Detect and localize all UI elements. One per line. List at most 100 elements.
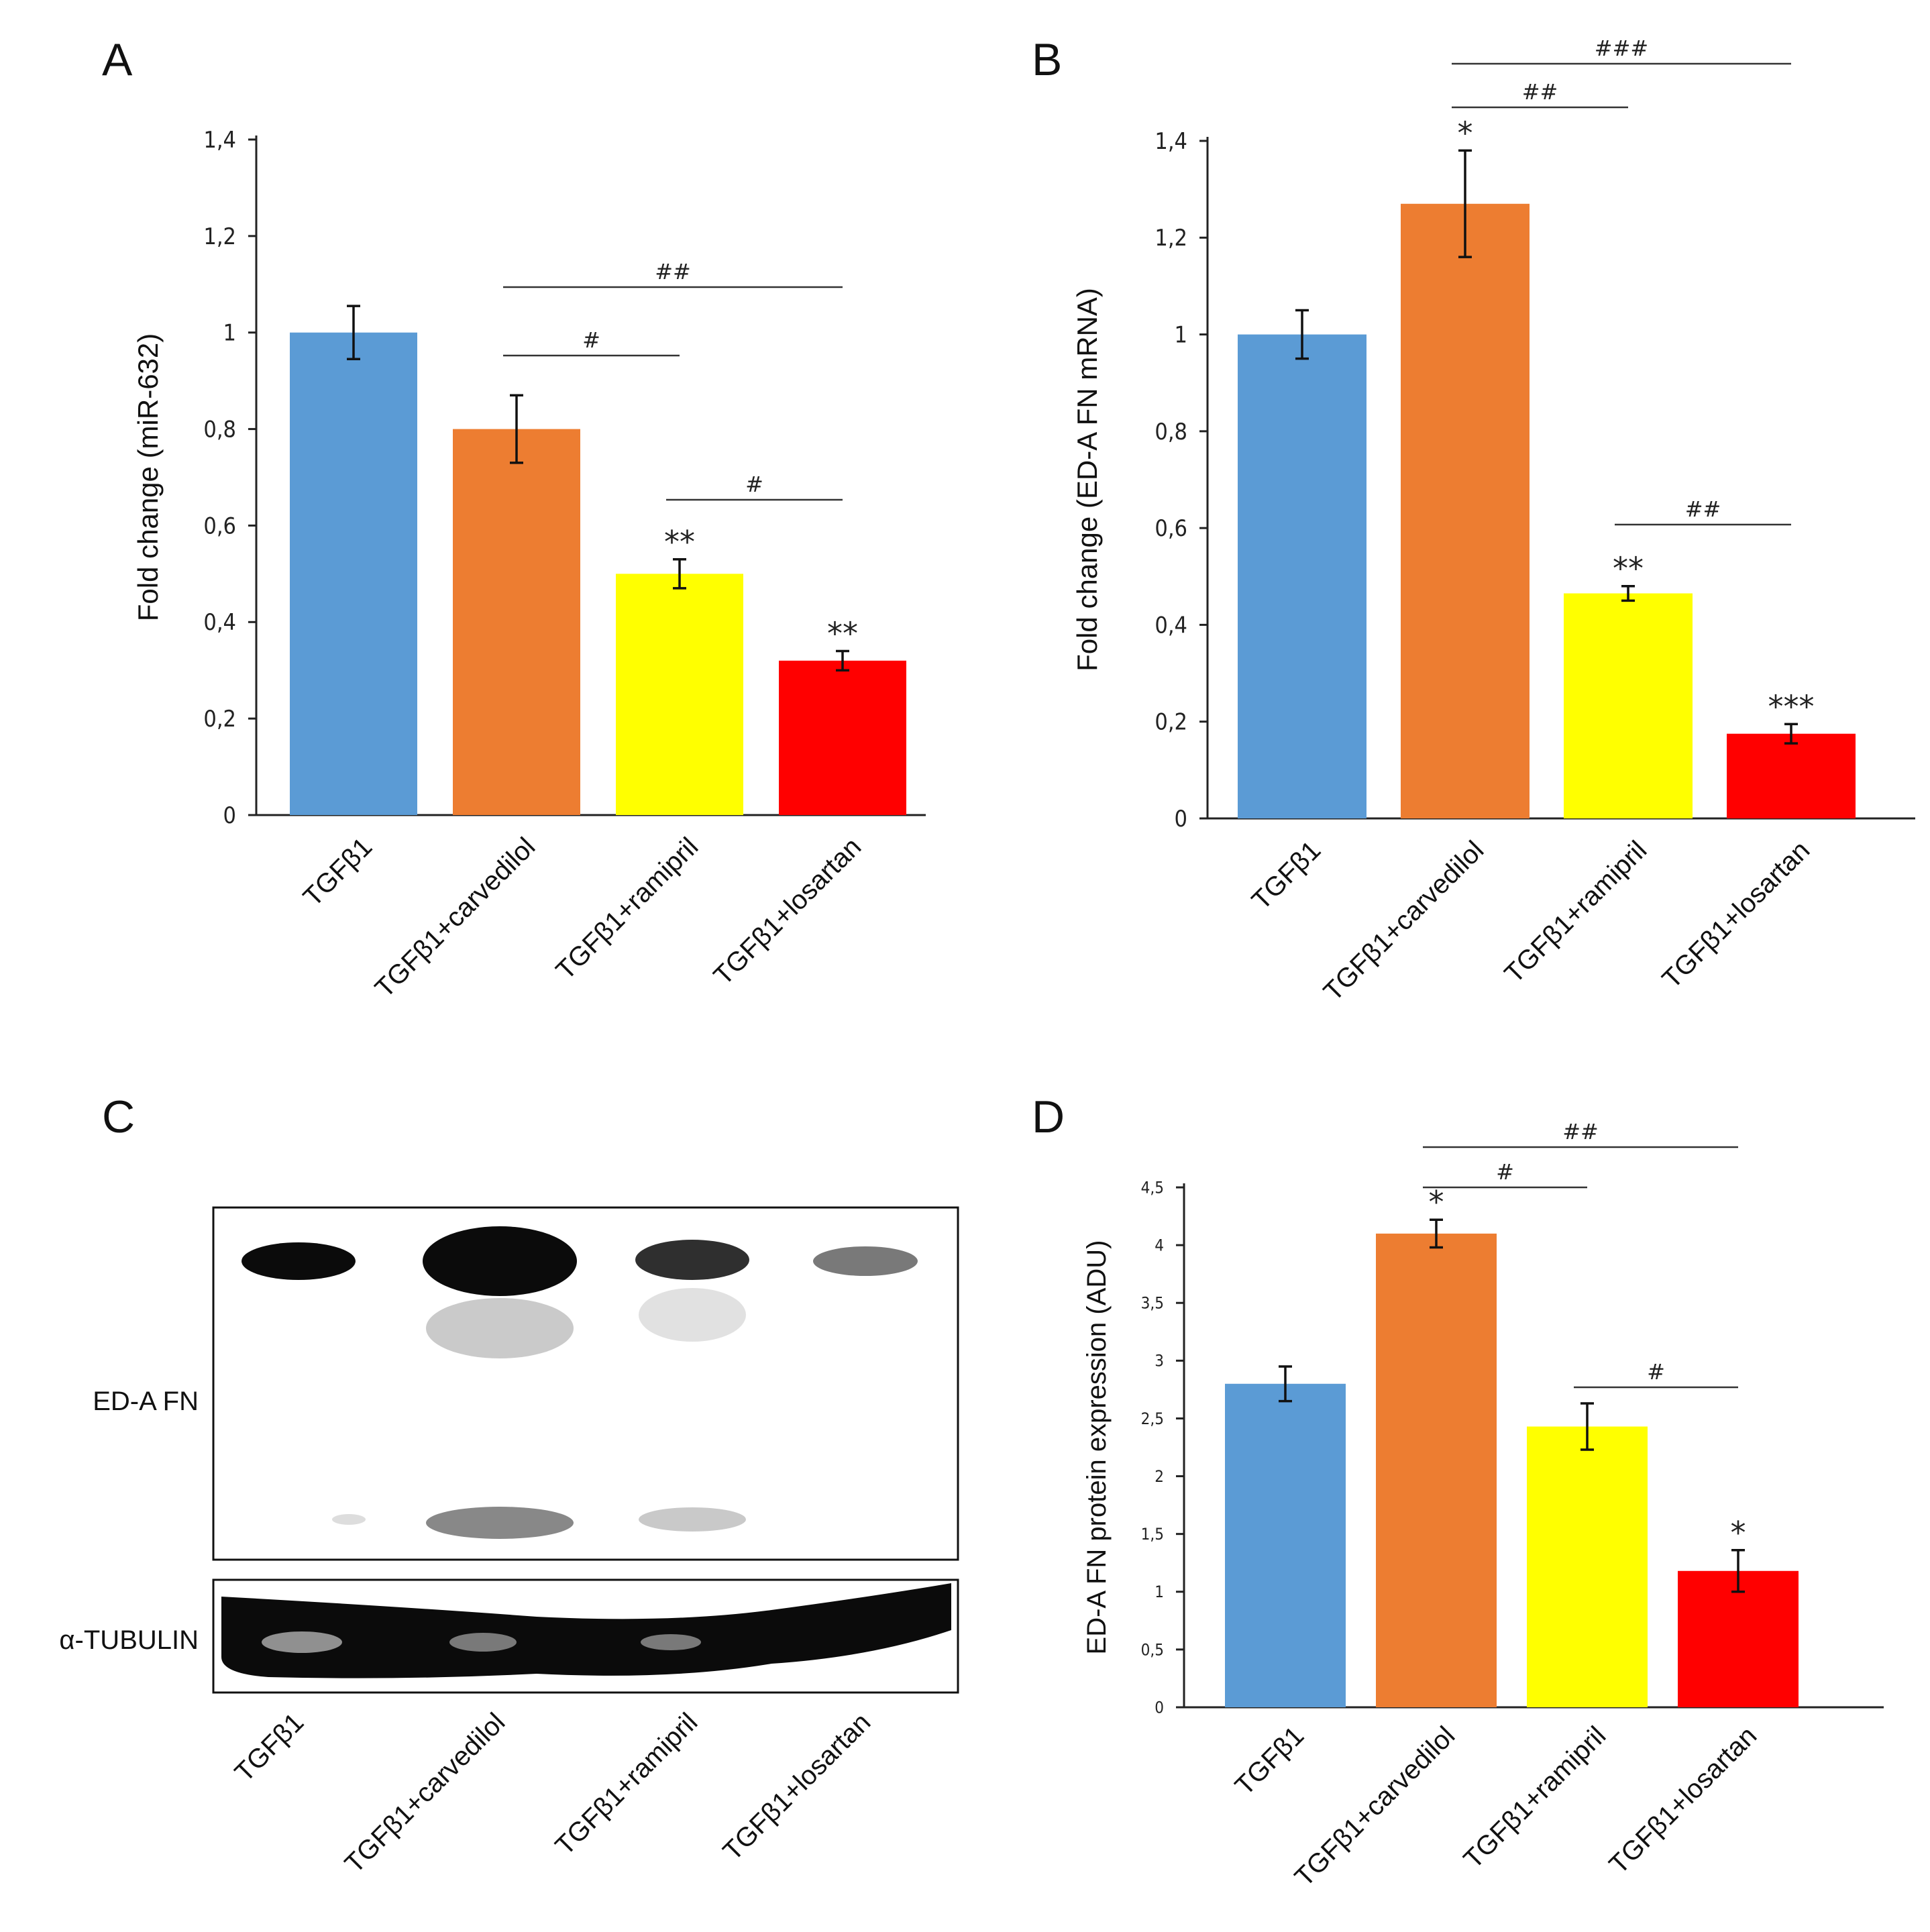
x-tick-label: TGFβ1+carvedilol — [1289, 1721, 1461, 1892]
y-tick-label: 4,5 — [1141, 1178, 1164, 1197]
bracket-label: ## — [1685, 496, 1721, 522]
bracket-label: ## — [1562, 1119, 1599, 1144]
y-tick-label: 0,6 — [203, 513, 236, 539]
chart-a: 0 0,2 0,4 0,6 0,8 1 1,2 1,4 Fold change (miR-632… — [132, 127, 926, 1004]
smear-ed-a-fn-lane2 — [426, 1298, 574, 1358]
tubulin-gap-1 — [262, 1631, 342, 1653]
bar-4 — [779, 660, 906, 815]
tubulin-gap-3 — [641, 1634, 701, 1650]
significance-mark: ** — [1613, 551, 1644, 587]
bar-2 — [453, 429, 580, 815]
y-tick-label: 1 — [1175, 321, 1187, 348]
bar-4 — [1727, 733, 1856, 818]
tubulin-label: α-TUBULIN — [59, 1625, 199, 1655]
y-axis-label: Fold change (ED-A FN mRNA) — [1071, 288, 1103, 672]
y-axis-label: ED-A FN protein expression (ADU) — [1082, 1240, 1112, 1655]
blot-lane-label: TGFβ1+carvedilol — [339, 1707, 511, 1879]
y-tick-label: 1,2 — [203, 223, 236, 250]
bracket-label: ## — [1522, 79, 1558, 105]
x-tick-label: TGFβ1+carvedilol — [1318, 835, 1490, 1007]
blot-lane-label: TGFβ1+ramipril — [549, 1707, 703, 1861]
y-tick-label: 0 — [223, 802, 236, 829]
x-tick-label: TGFβ1+carvedilol — [370, 832, 541, 1004]
x-tick-label: TGFβ1+losartan — [1604, 1721, 1763, 1880]
panel-letter-c: C — [102, 1091, 135, 1142]
bracket-label: ### — [1595, 36, 1648, 61]
y-tick-label: 0,4 — [1155, 612, 1187, 639]
tubulin-gap-2 — [449, 1633, 517, 1652]
y-tick-label: 3,5 — [1141, 1294, 1164, 1313]
bracket-label: # — [1647, 1359, 1665, 1385]
band-tubulin — [221, 1583, 951, 1678]
blot-lane-labels: TGFβ1 TGFβ1+carvedilol TGFβ1+ramipril TGFβ1… — [229, 1707, 877, 1879]
x-tick-label: TGFβ1+ramipril — [1458, 1721, 1611, 1874]
x-tick-label: TGFβ1+losartan — [1657, 835, 1816, 994]
chart-b: 0 0,2 0,4 0,6 0,8 1 1,2 1,4 Fold change (ED-A FN… — [1071, 36, 1915, 1007]
bar-3 — [1527, 1426, 1648, 1707]
bar-2 — [1401, 203, 1530, 818]
y-tick-label: 1,2 — [1155, 225, 1187, 252]
y-tick-label: 1,5 — [1141, 1525, 1164, 1544]
band-ed-a-fn-lane2 — [423, 1226, 577, 1296]
bracket-label: # — [1496, 1159, 1514, 1185]
western-blot: ED-A FN α-TUBULIN TGFβ1 TGFβ1+carvedilol T… — [59, 1206, 959, 1879]
blot-lane-label: TGFβ1 — [229, 1707, 310, 1788]
significance-mark: ** — [827, 615, 858, 651]
y-tick-label: 1 — [1155, 1582, 1164, 1601]
x-tick-label: TGFβ1 — [298, 832, 378, 912]
y-tick-label: 2 — [1155, 1467, 1164, 1486]
bracket-label: # — [582, 327, 600, 353]
y-tick-label: 1,4 — [203, 127, 236, 154]
y-tick-label: 1,4 — [1155, 128, 1187, 155]
band-ed-a-fn-lane4 — [813, 1246, 918, 1276]
panel-letter-d: D — [1032, 1091, 1065, 1142]
bar-2 — [1376, 1233, 1497, 1707]
y-tick-label: 0,8 — [203, 416, 236, 443]
y-tick-label: 0,8 — [1155, 419, 1187, 445]
blot-lane-label: TGFβ1+losartan — [718, 1707, 877, 1866]
x-tick-label: TGFβ1+losartan — [708, 832, 867, 991]
band-ed-a-fn-lane1 — [242, 1242, 356, 1280]
y-axis-label: Fold change (miR-632) — [132, 333, 164, 622]
x-tick-label: TGFβ1+ramipril — [1499, 835, 1652, 989]
y-tick-label: 0,4 — [203, 609, 236, 636]
y-tick-label: 2,5 — [1141, 1409, 1164, 1428]
y-tick-label: 0,5 — [1141, 1640, 1164, 1659]
lower-band-lane2 — [426, 1507, 574, 1539]
bracket-label: # — [745, 472, 763, 497]
band-ed-a-fn-lane3 — [635, 1240, 749, 1280]
x-tick-label: TGFβ1 — [1230, 1721, 1310, 1801]
chart-d: 0 0,5 1 1,5 2 2,5 3 3,5 4 4,5 ED-A FN protein expr… — [1082, 1119, 1884, 1892]
significance-mark: * — [1429, 1184, 1444, 1220]
bar-4 — [1678, 1570, 1799, 1707]
significance-mark: *** — [1768, 688, 1815, 724]
smear-ed-a-fn-lane3 — [639, 1288, 746, 1342]
y-tick-label: 0 — [1175, 806, 1187, 833]
bar-3 — [616, 574, 743, 815]
y-tick-label: 0,6 — [1155, 515, 1187, 542]
y-tick-label: 0,2 — [1155, 709, 1187, 736]
tubulin-bands — [221, 1583, 951, 1678]
bar-1 — [1225, 1383, 1346, 1707]
bracket-label: ## — [655, 259, 691, 284]
significance-mark: * — [1731, 1515, 1746, 1551]
x-tick-label: TGFβ1 — [1246, 835, 1327, 916]
lower-band-lane3 — [639, 1507, 746, 1532]
bar-1 — [290, 332, 417, 815]
significance-mark: * — [1458, 115, 1473, 151]
y-tick-label: 1 — [223, 320, 236, 347]
y-tick-label: 0,2 — [203, 706, 236, 733]
significance-mark: ** — [664, 524, 695, 560]
lower-band-lane1 — [332, 1514, 366, 1525]
y-tick-label: 4 — [1155, 1236, 1164, 1255]
ed-a-fn-bands — [242, 1226, 918, 1539]
ed-a-fn-label: ED-A FN — [93, 1387, 199, 1416]
bar-3 — [1564, 593, 1693, 818]
x-tick-label: TGFβ1+ramipril — [550, 832, 704, 985]
panel-letter-a: A — [102, 34, 133, 85]
bar-1 — [1238, 334, 1366, 819]
y-tick-label: 3 — [1155, 1352, 1164, 1371]
y-tick-label: 0 — [1155, 1698, 1164, 1717]
panel-letter-b: B — [1032, 34, 1062, 85]
